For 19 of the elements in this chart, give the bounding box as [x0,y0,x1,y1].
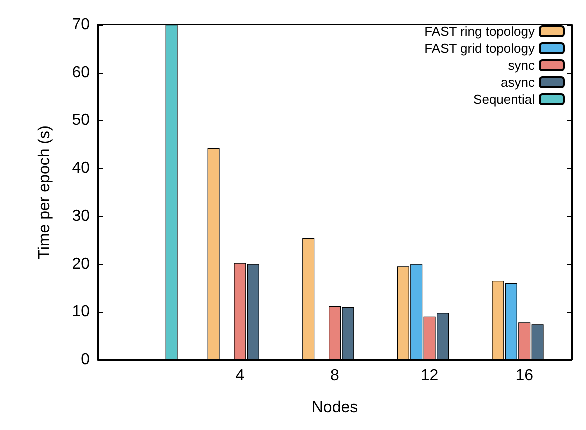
y-tick-label: 10 [72,304,90,321]
x-tick-label: 12 [420,368,439,384]
x-axis-title: Nodes [312,400,358,416]
legend-label: Sequential [474,92,536,107]
y-tick-label: 40 [72,160,90,178]
y-tick-label: 70 [72,16,90,34]
y-tick-label: 30 [72,208,90,225]
y-tick-label: 60 [72,64,90,82]
x-tick-label: 8 [330,368,340,384]
legend-label: FAST ring topology [424,24,536,39]
legend-label: async [501,75,536,90]
x-tick-label: 16 [516,368,534,384]
legend-label: FAST grid topology [424,41,536,56]
y-tick-label: 50 [72,112,90,130]
y-tick-label: 20 [72,256,90,273]
x-tick-label: 4 [236,368,245,384]
y-axis-title: Time per epoch (s) [36,126,54,260]
y-tick-label: 0 [81,352,90,368]
legend-label: sync [508,58,536,73]
